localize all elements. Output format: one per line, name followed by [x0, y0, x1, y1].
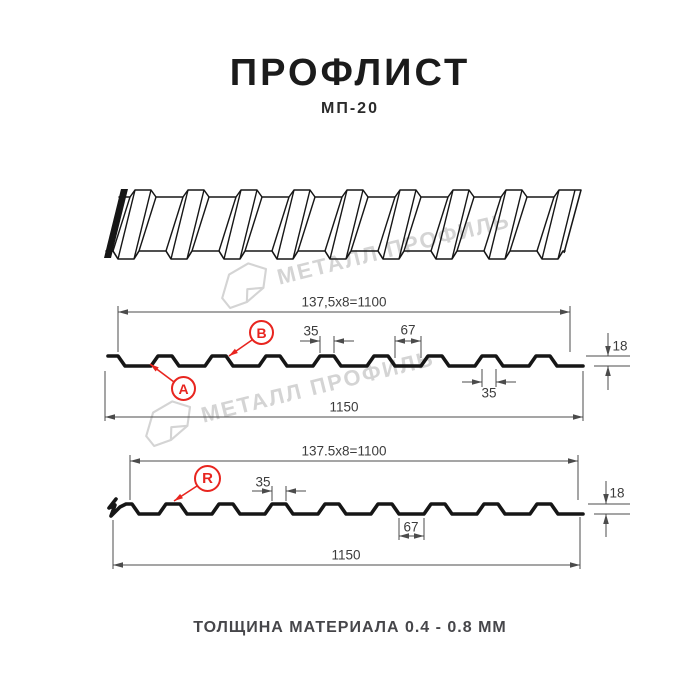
watermark-2: МЕТАЛЛ ПРОФИЛЬ [136, 336, 440, 454]
dim-crest-width-1: 35 [303, 323, 319, 339]
dim-height-1: 18 [612, 338, 628, 354]
point-label-b: B [249, 320, 274, 345]
dim-pitch-total-2: 137.5x8=1100 [301, 443, 387, 459]
page-title: ПРОФЛИСТ [229, 52, 471, 94]
brand-logo-icon [145, 400, 192, 448]
dim-overall-width-2: 1150 [331, 547, 361, 563]
brand-logo-icon [221, 262, 268, 310]
dim-pitch-total-1: 137,5x8=1100 [301, 294, 387, 310]
dim-valley-width-2: 67 [403, 519, 419, 535]
dim-crest-bottom-1: 35 [481, 385, 497, 401]
dim-overall-width-1: 1150 [329, 399, 359, 415]
material-thickness-note: ТОЛЩИНА МАТЕРИАЛА 0.4 - 0.8 ММ [193, 619, 507, 636]
point-label-a: A [171, 376, 196, 401]
dim-height-2: 18 [609, 485, 625, 501]
watermark-1: МЕТАЛЛ ПРОФИЛЬ [212, 198, 516, 316]
dim-valley-width-1: 67 [400, 322, 416, 338]
point-label-r: R [194, 465, 221, 492]
product-model: МП-20 [321, 100, 379, 117]
dim-crest-width-2: 35 [255, 474, 271, 490]
